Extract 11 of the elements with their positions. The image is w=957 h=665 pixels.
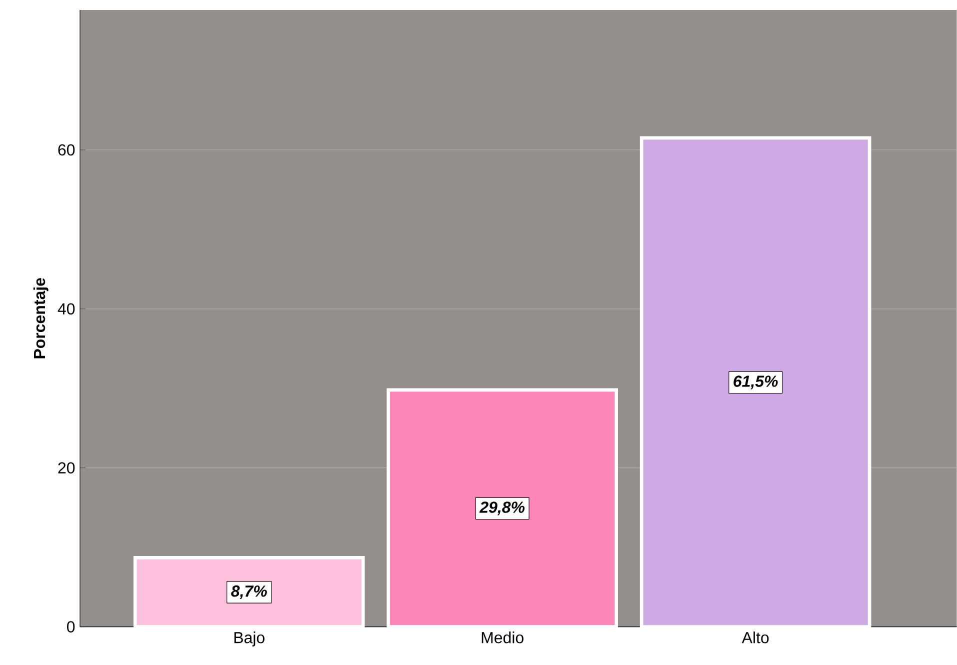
x-tick-label: Medio <box>482 632 524 644</box>
y-tick-label: 40 <box>58 303 75 315</box>
data-label: 8,7% <box>231 586 267 600</box>
x-tick-label: Alto <box>742 632 769 644</box>
data-label: 29,8% <box>479 502 525 516</box>
y-tick-label: 60 <box>58 144 75 156</box>
y-axis-title: Porcentaje <box>33 278 48 358</box>
y-tick-label: 20 <box>58 462 75 474</box>
x-tick-label: Bajo <box>234 632 264 647</box>
y-tick-label: 0 <box>67 621 75 633</box>
data-label: 61,5% <box>734 376 778 390</box>
